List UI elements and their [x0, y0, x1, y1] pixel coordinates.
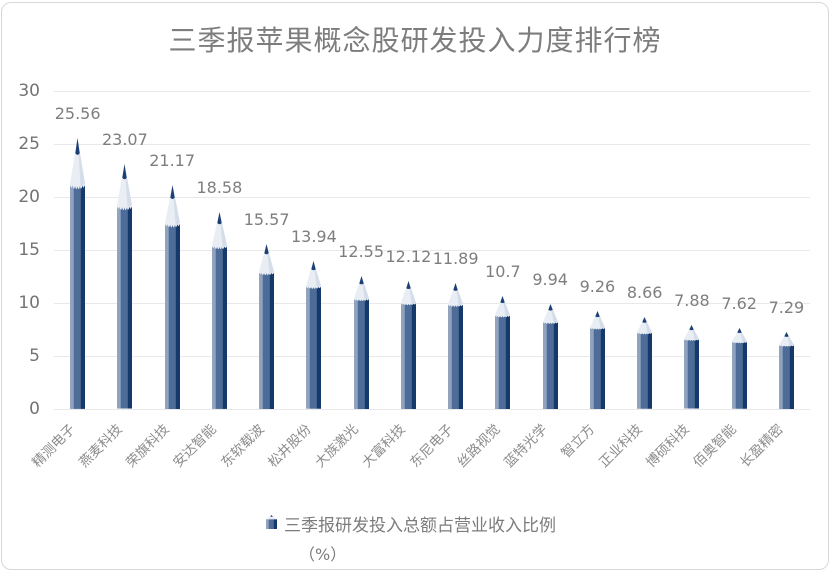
legend: 三季报研发投入总额占营业收入比例 （%） [266, 511, 556, 565]
bar-value-label: 18.58 [196, 178, 243, 198]
pencil-bar-icon [684, 325, 700, 409]
pencil-bar-icon [306, 261, 322, 409]
bar-pencil [400, 280, 416, 409]
bar-pencil [117, 164, 133, 409]
pencil-bar-icon [164, 184, 180, 409]
pencil-legend-marker-icon [266, 514, 277, 533]
bar-pencil [637, 317, 653, 409]
bar-pencil [259, 243, 275, 409]
pencil-bar-icon [589, 310, 605, 409]
bar-value-label: 13.94 [290, 227, 337, 247]
bar-value-label: 25.56 [54, 104, 101, 124]
bar-value-label: 11.89 [432, 248, 479, 268]
bar-pencil [164, 184, 180, 409]
gridline [54, 303, 810, 304]
chart-title: 三季报苹果概念股研发投入力度排行榜 [168, 24, 662, 57]
category-label: 燕麦科技 [76, 421, 126, 471]
gridline [54, 91, 810, 92]
bar-pencil [353, 275, 369, 409]
gridline [54, 356, 810, 357]
pencil-bar-icon [353, 275, 369, 409]
bar-value-label: 7.88 [674, 291, 710, 311]
bar-value-label: 12.55 [338, 241, 385, 261]
legend-label: 三季报研发投入总额占营业收入比例 [284, 516, 556, 536]
category-label: 大富科技 [359, 421, 410, 471]
bar-pencil [495, 295, 511, 409]
bar-pencil [684, 325, 700, 409]
bar-value-label: 7.62 [721, 294, 757, 314]
pencil-bar-icon [495, 295, 511, 409]
bar-pencil [306, 261, 322, 409]
bar-pencil [589, 310, 605, 409]
bar-value-label: 23.07 [101, 130, 148, 150]
category-label: 大族激光 [312, 421, 362, 471]
category-label: 佰奥智能 [690, 421, 740, 471]
category-label: 蓝特光学 [501, 421, 551, 471]
bar-pencil [778, 331, 794, 409]
gridline [54, 409, 810, 410]
bar-pencil [70, 138, 86, 409]
bar-value-label: 7.29 [768, 297, 805, 317]
bar-value-label: 21.17 [149, 150, 196, 170]
category-label: 荣旗科技 [123, 421, 173, 471]
bar-pencil [448, 282, 464, 409]
pencil-bar-icon [731, 328, 747, 409]
category-label: 东软载波 [217, 421, 268, 471]
gridline [54, 250, 810, 251]
bar-value-label: 10.7 [485, 261, 521, 281]
pencil-bar-icon [778, 331, 794, 409]
bar-value-label: 8.66 [626, 283, 663, 303]
pencil-bar-icon [70, 138, 86, 409]
gridline [54, 197, 810, 198]
chart-card: 三季报苹果概念股研发投入力度排行榜 0 5 10 15 20 25 30 25.56 23.0… [1, 2, 829, 570]
category-label: 松井股份 [265, 421, 315, 471]
pencil-bar-icon [448, 282, 464, 409]
pencil-marker-glyph [266, 515, 277, 529]
category-label: 精测电子 [28, 421, 79, 471]
bar-pencil [731, 328, 747, 409]
category-label: 东尼电子 [406, 421, 457, 471]
y-axis-tick-label: 20 [18, 187, 40, 207]
category-label: 丝路视觉 [454, 421, 504, 471]
bar-pencil [542, 303, 558, 409]
legend-unit-label: （%） [299, 545, 347, 564]
pencil-bar-icon [542, 303, 558, 409]
y-axis-tick-label: 0 [29, 399, 40, 419]
pencil-bar-icon [117, 164, 133, 409]
pencil-bar-icon [259, 243, 275, 409]
category-label: 长盈精密 [737, 421, 788, 471]
category-label: 安达智能 [170, 421, 221, 471]
bar-value-label: 12.12 [385, 246, 432, 266]
category-label: 正业科技 [595, 421, 646, 471]
y-axis-tick-label: 30 [18, 81, 40, 101]
y-axis-tick-label: 25 [18, 134, 40, 154]
gridline [54, 144, 810, 145]
pencil-bar-icon [400, 280, 416, 409]
bar-value-label: 15.57 [243, 209, 290, 229]
pencil-bar-icon [211, 212, 227, 409]
bar-pencil [211, 212, 227, 409]
legend-row: 三季报研发投入总额占营业收入比例 [266, 511, 556, 536]
category-label: 智立方 [558, 421, 599, 462]
y-axis-tick-label: 15 [18, 240, 40, 260]
category-label: 博硕科技 [643, 421, 693, 471]
y-axis-tick-label: 5 [29, 346, 40, 366]
bar-value-label: 9.94 [532, 269, 568, 289]
y-axis-tick-label: 10 [18, 293, 40, 313]
pencil-bar-icon [637, 317, 653, 409]
bar-value-label: 9.26 [579, 276, 616, 296]
